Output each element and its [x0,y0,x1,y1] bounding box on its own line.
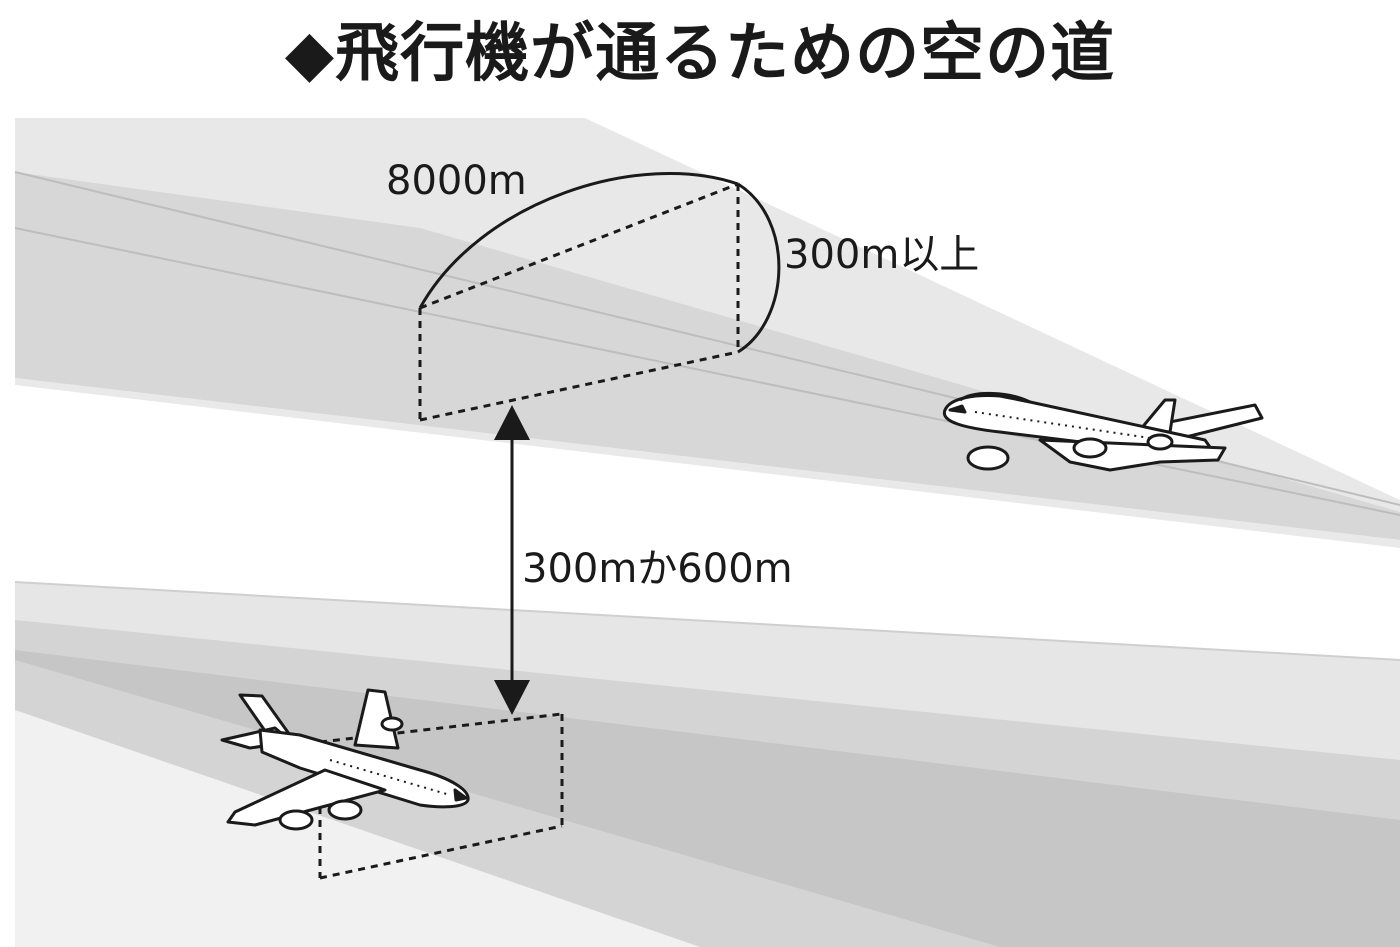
upper-cross-section [418,182,740,422]
width-arc [418,171,739,309]
height-label: 300m以上 [784,232,979,278]
height-arc [737,182,781,354]
width-label: 8000m [386,158,527,204]
upper-airway [14,118,1400,548]
upper-airplane-icon [942,391,1264,472]
diagram-title: ◆飛行機が通るための空の道 [284,17,1116,91]
lower-airplane-icon [220,688,470,831]
separation-label: 300mか600m [522,546,793,592]
double-arrow-icon [494,405,530,715]
lower-airway [14,581,1400,947]
